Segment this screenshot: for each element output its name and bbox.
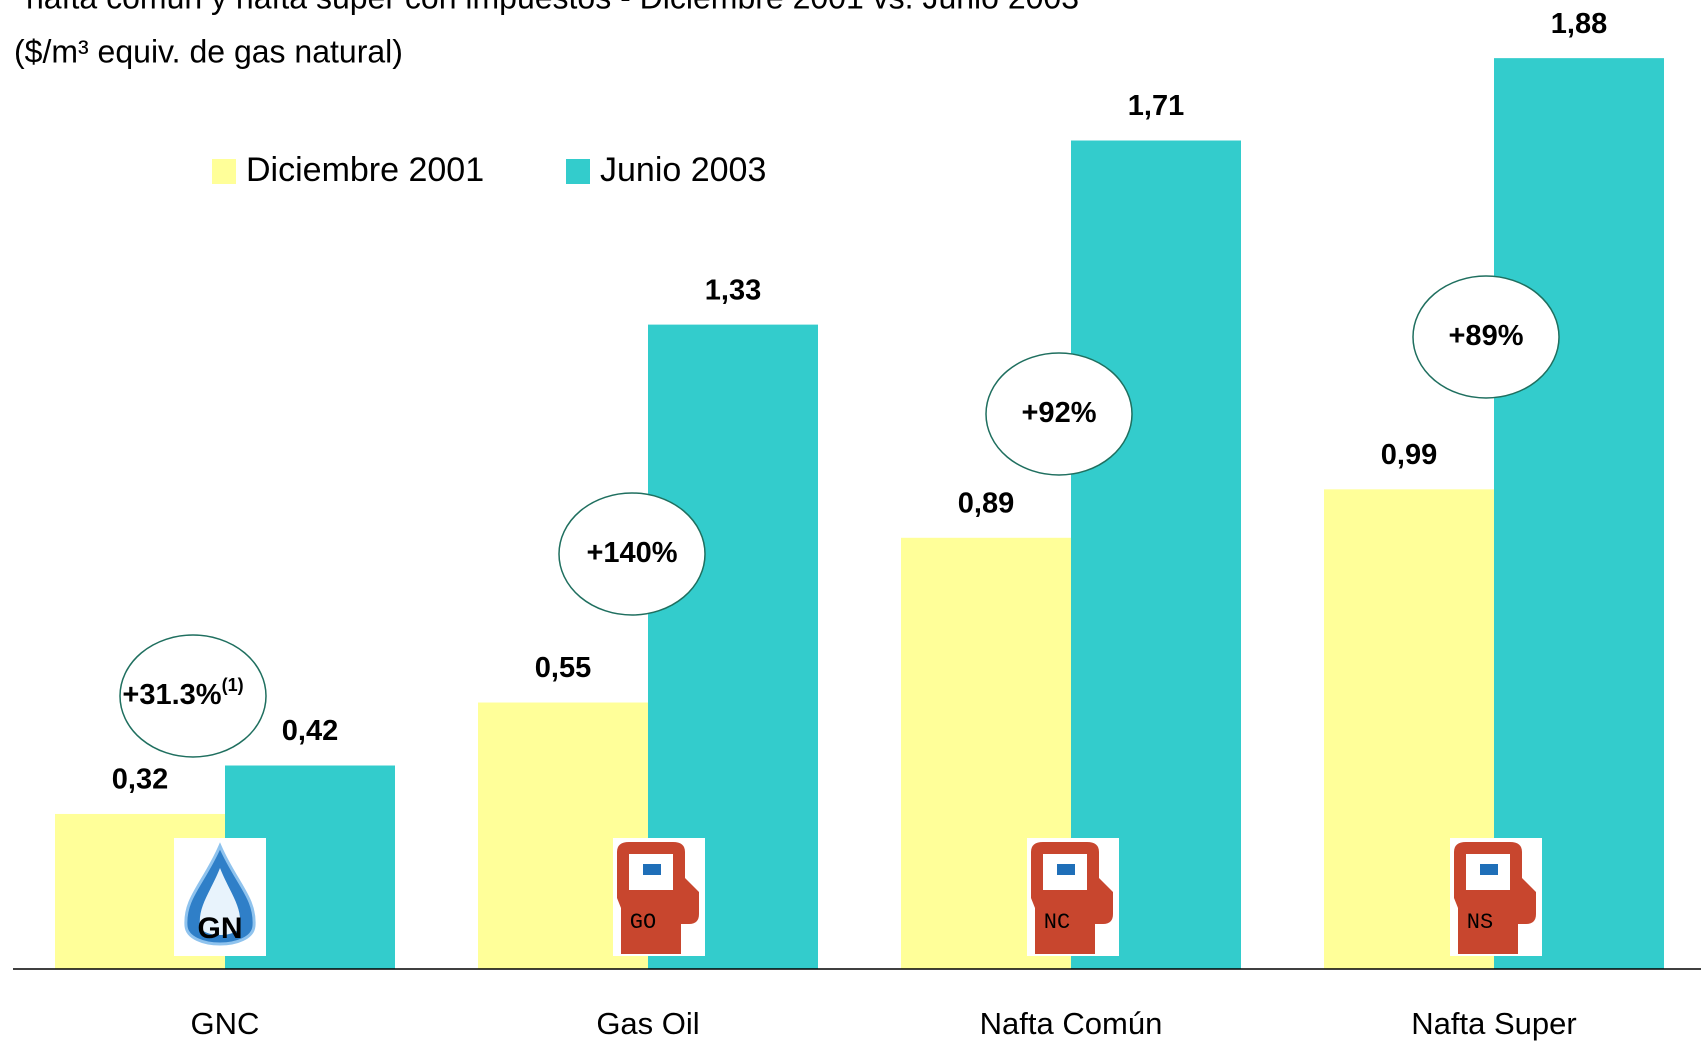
- annotation-ellipse: [1412, 275, 1560, 399]
- icon-label: NS: [1467, 910, 1493, 935]
- icon-window-blue: [643, 864, 661, 875]
- annotation: +140%: [586, 537, 677, 569]
- value-label: 0,99: [1381, 439, 1437, 471]
- annotation: +89%: [1449, 320, 1524, 352]
- icon-label: GN: [198, 912, 243, 945]
- annotation-ellipse: [558, 492, 706, 616]
- annotation-text: +140%: [586, 537, 677, 569]
- chart-title: nafta común y nafta super con impuestos …: [26, 0, 1079, 15]
- bar: [1071, 140, 1241, 969]
- x-tick-label: Gas Oil: [596, 1006, 699, 1041]
- annotation-text: +89%: [1449, 320, 1524, 352]
- annotation: +92%: [1022, 397, 1097, 429]
- value-label: 1,71: [1128, 90, 1184, 122]
- annotation-text: +92%: [1022, 397, 1097, 429]
- value-label: 0,89: [958, 487, 1014, 519]
- annotation-ellipse: [119, 634, 267, 758]
- annotation: +31.3%(1): [122, 675, 243, 711]
- value-label: 0,42: [282, 715, 338, 747]
- x-tick-label: Nafta Común: [980, 1006, 1163, 1041]
- legend-swatch: [212, 159, 236, 184]
- value-label: 0,32: [112, 764, 168, 796]
- bar: [1494, 58, 1664, 969]
- value-label: 1,33: [705, 274, 761, 306]
- legend-swatch: [566, 159, 590, 184]
- chart-subtitle: ($/m³ equiv. de gas natural): [14, 33, 403, 69]
- legend-label: Junio 2003: [600, 151, 766, 189]
- icon-window-blue: [1480, 864, 1498, 875]
- annotation-text: +31.3%: [122, 679, 221, 711]
- annotation-note: (1): [222, 675, 244, 695]
- value-label: 1,88: [1551, 8, 1607, 40]
- legend-label: Diciembre 2001: [246, 151, 484, 189]
- x-tick-label: Nafta Super: [1411, 1006, 1576, 1041]
- icon-drop-inner: [199, 868, 241, 935]
- icon-label: NC: [1044, 910, 1070, 935]
- annotation-ellipse: [985, 352, 1133, 476]
- x-tick-label: GNC: [191, 1006, 260, 1041]
- icon-label: GO: [630, 910, 656, 935]
- icon-window-blue: [1057, 864, 1075, 875]
- value-label: 0,55: [535, 652, 591, 684]
